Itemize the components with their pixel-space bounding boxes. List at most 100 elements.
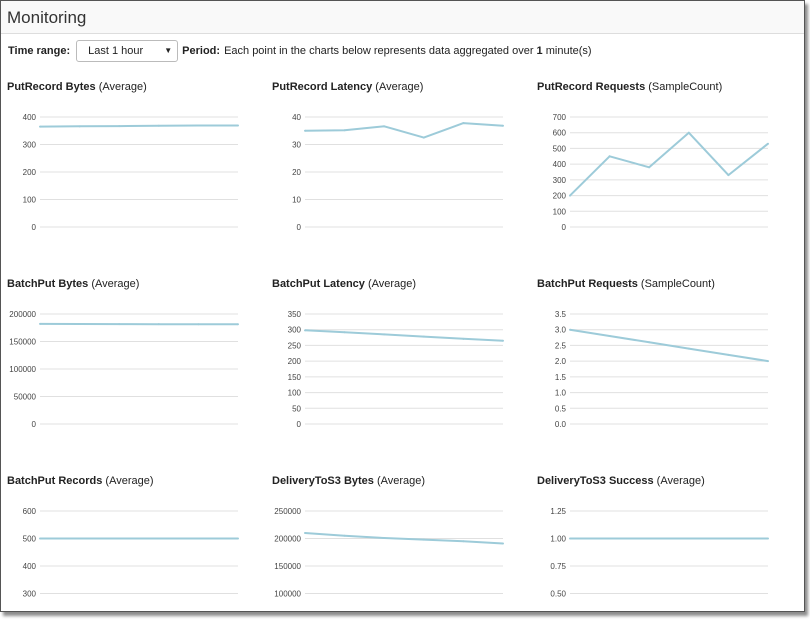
- page-title: Monitoring: [7, 8, 87, 27]
- y-tick-label: 300: [553, 176, 567, 185]
- data-point: [157, 124, 160, 127]
- data-point: [157, 537, 160, 540]
- series-line: [304, 122, 504, 139]
- chart-batchput-records: BatchPut Records (Average)20030040050060…: [7, 475, 247, 611]
- chart-plot: 0 10 20 30 40: [292, 113, 504, 232]
- y-tick-label: 150: [288, 373, 302, 382]
- y-tick-label: 100: [288, 389, 302, 398]
- data-point: [118, 537, 121, 540]
- y-tick-label: 300: [23, 590, 37, 599]
- chart-title-stat: (Average): [364, 278, 417, 290]
- y-tick-label: 100: [553, 207, 567, 216]
- y-tick-label: 10: [292, 196, 301, 205]
- data-point: [39, 322, 41, 325]
- y-tick-label: 500: [23, 535, 37, 544]
- data-point: [78, 537, 81, 540]
- chart-deliverytos3-success: DeliveryToS3 Success (Average) 0.250.500.…: [537, 475, 777, 611]
- data-point: [687, 131, 690, 134]
- data-point: [118, 323, 121, 326]
- data-point: [767, 360, 769, 363]
- period-description: Each point in the charts below represent…: [224, 45, 592, 57]
- y-tick-label: 0.50: [550, 590, 566, 599]
- chart-title-stat: (SampleCount): [637, 278, 715, 290]
- data-point: [608, 155, 611, 158]
- data-point: [78, 323, 81, 326]
- series-line: [304, 329, 504, 342]
- y-tick-label: 200000: [274, 535, 301, 544]
- data-point: [39, 125, 41, 128]
- chart-title: BatchPut Latency (Average): [272, 278, 416, 290]
- y-tick-label: 1.5: [555, 373, 567, 382]
- y-tick-label: 40: [292, 113, 301, 122]
- data-point: [727, 537, 730, 540]
- period-number: 1: [536, 45, 543, 57]
- chart-title-metric: DeliveryToS3 Success: [537, 475, 654, 487]
- y-tick-label: 250000: [274, 507, 301, 516]
- y-tick-label: 400: [23, 562, 37, 571]
- data-point: [304, 329, 306, 332]
- y-tick-label: 100000: [274, 590, 301, 599]
- data-point: [767, 142, 769, 145]
- chart-title-stat: (Average): [653, 475, 705, 487]
- chart-title: BatchPut Requests (SampleCount): [537, 278, 715, 290]
- y-tick-label: 2.5: [555, 341, 567, 350]
- y-tick-label: 700: [553, 113, 567, 122]
- period-text-post: minute(s): [545, 45, 592, 57]
- data-point: [237, 537, 239, 540]
- chart-batchput-bytes: BatchPut Bytes (Average) 0 50000 100000 1500…: [7, 278, 247, 448]
- chart-title-stat: (Average): [373, 475, 426, 487]
- y-tick-label: 400: [23, 113, 37, 122]
- y-tick-label: 30: [292, 141, 301, 150]
- chart-title-stat: (Average): [372, 81, 424, 93]
- chart-title-metric: BatchPut Latency: [272, 278, 365, 290]
- y-tick-label: 0: [32, 223, 37, 232]
- data-point: [383, 536, 386, 539]
- chart-title-metric: DeliveryToS3 Bytes: [272, 475, 374, 487]
- y-tick-label: 600: [553, 129, 567, 138]
- caret-down-icon: ▼: [164, 46, 173, 55]
- data-point: [78, 125, 81, 128]
- chart-title: BatchPut Records (Average): [7, 475, 154, 487]
- data-point: [462, 122, 465, 125]
- data-point: [502, 542, 504, 545]
- chart-title: PutRecord Requests (SampleCount): [537, 81, 722, 93]
- data-point: [304, 532, 306, 534]
- y-tick-label: 0: [32, 420, 37, 429]
- data-point: [727, 353, 730, 356]
- chart-title: PutRecord Bytes (Average): [7, 81, 147, 93]
- chart-plot: 50000100000150000200000250000: [274, 507, 504, 599]
- data-point: [569, 194, 571, 197]
- data-point: [608, 537, 611, 540]
- data-point: [608, 335, 611, 337]
- chart-title-metric: BatchPut Bytes: [7, 278, 89, 290]
- chart-title-metric: BatchPut Requests: [537, 278, 638, 290]
- y-tick-label: 200: [23, 168, 37, 177]
- y-tick-label: 500: [553, 144, 567, 153]
- period-label: Period:: [182, 45, 221, 57]
- y-tick-label: 400: [553, 160, 567, 169]
- chart-plot: 0 100 200 300 400: [23, 113, 239, 232]
- y-tick-label: 3.0: [555, 326, 567, 335]
- data-point: [422, 136, 425, 139]
- data-point: [727, 174, 730, 177]
- chart-deliverytos3-bytes: DeliveryToS3 Bytes (Average)500001000001…: [272, 475, 512, 611]
- y-tick-label: 0: [297, 420, 302, 429]
- y-tick-label: 350: [288, 310, 302, 319]
- data-point: [648, 341, 651, 344]
- chart-plot: 0.250.500.751.001.25: [550, 507, 769, 599]
- y-tick-label: 1.00: [550, 535, 566, 544]
- data-point: [343, 534, 346, 537]
- y-tick-label: 200: [288, 357, 302, 366]
- y-tick-label: 200000: [9, 310, 36, 319]
- chart-title-stat: (SampleCount): [645, 81, 723, 93]
- time-range-value: Last 1 hour: [88, 45, 144, 57]
- time-range-select[interactable]: Last 1 hour ▼: [76, 40, 179, 62]
- data-point: [237, 323, 239, 326]
- data-point: [197, 537, 200, 540]
- data-point: [502, 124, 504, 127]
- chart-batchput-requests: BatchPut Requests (SampleCount) 0.0 0.5 1.0…: [537, 278, 777, 448]
- chart-title-stat: (Average): [88, 278, 140, 290]
- data-point: [502, 339, 504, 342]
